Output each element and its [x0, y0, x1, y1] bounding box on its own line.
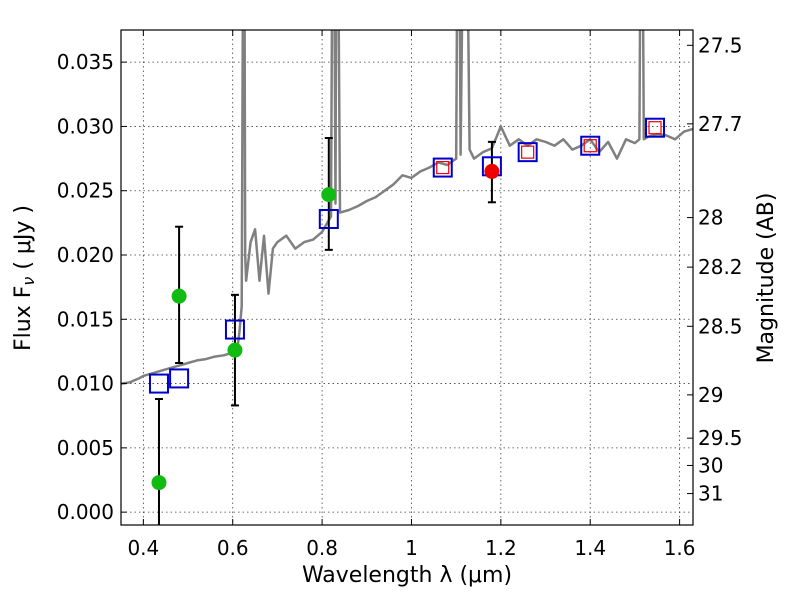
blue-box-marker [148, 373, 169, 394]
x-tick-label: 0.4 [127, 536, 159, 560]
mag-tick-label: 30 [698, 453, 723, 477]
y-tick-label: 0.030 [57, 114, 114, 138]
y-tick-label: 0.020 [57, 243, 114, 267]
red-box-marker [436, 160, 450, 175]
blue-box-marker [169, 368, 190, 389]
grid-lines [121, 30, 693, 525]
blue-box-marker [318, 209, 339, 229]
y-tick-label: 0.010 [57, 372, 114, 396]
green-point-marker [227, 342, 243, 358]
blue-box-marker [645, 117, 666, 138]
red-box-marker [521, 145, 535, 159]
y-tick-label: 0.035 [57, 50, 114, 74]
y-tick-label: 0.025 [57, 179, 114, 203]
y-axis-label-sub: ν [19, 277, 38, 286]
mag-tick-label: 29.5 [698, 426, 743, 450]
green-point-marker [151, 475, 167, 491]
green-point-marker [321, 187, 337, 203]
blue-box-marker [432, 157, 453, 178]
y-axis-label: Flux Fν ( μJy ) [11, 205, 38, 351]
mag-tick-label: 29 [698, 383, 723, 407]
x-tick-label: 1.4 [574, 536, 606, 560]
y-axis-label-main: Flux F [11, 286, 36, 351]
blue-box-marker [224, 319, 245, 340]
mag-tick-label: 28.2 [698, 255, 743, 279]
y-tick-label: 0.000 [57, 500, 114, 524]
y-axis-label-unit: ( μJy ) [11, 205, 36, 277]
red-point-marker [484, 163, 500, 179]
mag-tick-label: 27.5 [698, 33, 743, 57]
red-box-marker [583, 139, 597, 153]
x-tick-label: 1.6 [664, 536, 696, 560]
axis-ticks: 0.4 0.6 0.8 1 1.2 1.4 1.6 0.000 0.005 0.010 0.015 0… [57, 30, 743, 560]
x-axis-label: Wavelength λ (μm) [302, 563, 512, 588]
y-tick-label: 0.015 [57, 307, 114, 331]
green-point-marker [171, 288, 187, 304]
x-tick-label: 0.8 [306, 536, 338, 560]
red-box-marker [648, 121, 662, 135]
x-tick-label: 0.6 [217, 536, 249, 560]
mag-tick-label: 28.5 [698, 314, 743, 338]
blue-box-marker [580, 135, 601, 156]
mag-tick-label: 27.7 [698, 112, 743, 136]
mag-tick-label: 28 [698, 206, 723, 230]
mag-tick-label: 31 [698, 482, 723, 506]
data-markers [148, 117, 666, 491]
x-tick-label: 1 [405, 536, 418, 560]
y-tick-label: 0.005 [57, 436, 114, 460]
plot-frame [120, 29, 694, 526]
blue-box-marker [517, 142, 538, 163]
x-tick-label: 1.2 [485, 536, 517, 560]
y2-axis-label: Magnitude (AB) [754, 193, 779, 364]
